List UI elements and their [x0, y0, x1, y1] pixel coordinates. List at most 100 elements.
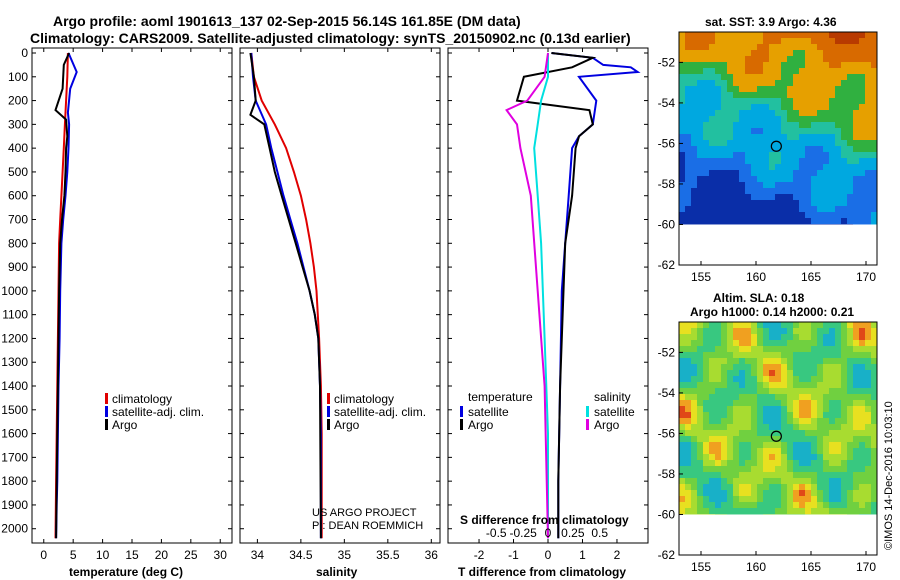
map-pixel — [841, 50, 847, 56]
map-pixel — [679, 62, 685, 68]
map-pixel — [865, 352, 871, 358]
map-pixel — [829, 182, 835, 188]
map-pixel — [715, 490, 721, 496]
map-pixel — [733, 376, 739, 382]
map-pixel — [859, 194, 865, 200]
map-pixel — [751, 212, 757, 218]
map-pixel — [733, 176, 739, 182]
map-pixel — [769, 418, 775, 424]
map-pixel — [853, 206, 859, 212]
map-pixel — [697, 158, 703, 164]
map-pixel — [763, 490, 769, 496]
map-pixel — [745, 412, 751, 418]
map-pixel — [697, 502, 703, 508]
map-pixel — [775, 140, 781, 146]
map-pixel — [745, 436, 751, 442]
map-pixel — [805, 478, 811, 484]
map-pixel — [781, 68, 787, 74]
map-pixel — [817, 74, 823, 80]
map-pixel — [787, 496, 793, 502]
map-pixel — [739, 152, 745, 158]
map-pixel — [787, 164, 793, 170]
map-pixel — [805, 134, 811, 140]
map-pixel — [865, 92, 871, 98]
map-pixel — [709, 412, 715, 418]
map-pixel — [853, 352, 859, 358]
map-pixel — [847, 56, 853, 62]
legend-swatch-temp-argo — [460, 419, 463, 430]
map-pixel — [829, 152, 835, 158]
map-pixel — [835, 376, 841, 382]
map-pixel — [757, 472, 763, 478]
depth-tick-label: 2000 — [1, 522, 28, 536]
s-diff-tick-label: -0.5 — [486, 526, 507, 540]
map-pixel — [811, 430, 817, 436]
map-pixel — [775, 122, 781, 128]
map-pixel — [757, 484, 763, 490]
map-pixel — [751, 32, 757, 38]
map-pixel — [685, 442, 691, 448]
map-pixel — [865, 218, 871, 224]
map-pixel — [763, 466, 769, 472]
map-pixel — [763, 212, 769, 218]
map-pixel — [703, 328, 709, 334]
map-pixel — [679, 508, 685, 514]
map-pixel — [769, 158, 775, 164]
map-pixel — [853, 496, 859, 502]
map-pixel — [733, 400, 739, 406]
x-tick-label: 5 — [70, 548, 77, 562]
map-pixel — [841, 32, 847, 38]
map-pixel — [865, 200, 871, 206]
sst-map-title: sat. SST: 3.9 Argo: 4.36 — [705, 15, 837, 29]
map-pixel — [859, 430, 865, 436]
map-pixel — [787, 364, 793, 370]
map-pixel — [817, 406, 823, 412]
map-pixel — [829, 116, 835, 122]
map-pixel — [733, 370, 739, 376]
map-pixel — [733, 424, 739, 430]
map-pixel — [781, 164, 787, 170]
map-pixel — [709, 382, 715, 388]
depth-tick-label: 800 — [8, 236, 28, 250]
map-pixel — [829, 104, 835, 110]
map-pixel — [817, 152, 823, 158]
map-pixel — [691, 490, 697, 496]
map-pixel — [847, 496, 853, 502]
map-pixel — [721, 508, 727, 514]
map-pixel — [799, 382, 805, 388]
map-pixel — [679, 110, 685, 116]
map-pixel — [871, 194, 877, 200]
map-pixel — [865, 38, 871, 44]
map-pixel — [727, 496, 733, 502]
map-pixel — [841, 44, 847, 50]
map-pixel — [805, 448, 811, 454]
map-pixel — [847, 448, 853, 454]
map-pixel — [811, 122, 817, 128]
map-pixel — [697, 218, 703, 224]
map-pixel — [733, 80, 739, 86]
map-pixel — [727, 140, 733, 146]
map-pixel — [739, 32, 745, 38]
map-pixel — [769, 502, 775, 508]
map-pixel — [715, 80, 721, 86]
map-pixel — [685, 80, 691, 86]
map-pixel — [751, 358, 757, 364]
map-pixel — [871, 436, 877, 442]
map-pixel — [781, 176, 787, 182]
map-pixel — [691, 382, 697, 388]
map-pixel — [769, 218, 775, 224]
map-pixel — [685, 38, 691, 44]
map-pixel — [685, 176, 691, 182]
map-pixel — [859, 484, 865, 490]
map-pixel — [811, 406, 817, 412]
map-pixel — [841, 128, 847, 134]
map-pixel — [775, 472, 781, 478]
map-pixel — [685, 182, 691, 188]
map-pixel — [721, 182, 727, 188]
map-pixel — [691, 86, 697, 92]
map-pixel — [787, 508, 793, 514]
map-pixel — [811, 418, 817, 424]
map-pixel — [787, 116, 793, 122]
map-pixel — [697, 110, 703, 116]
map-pixel — [871, 418, 877, 424]
